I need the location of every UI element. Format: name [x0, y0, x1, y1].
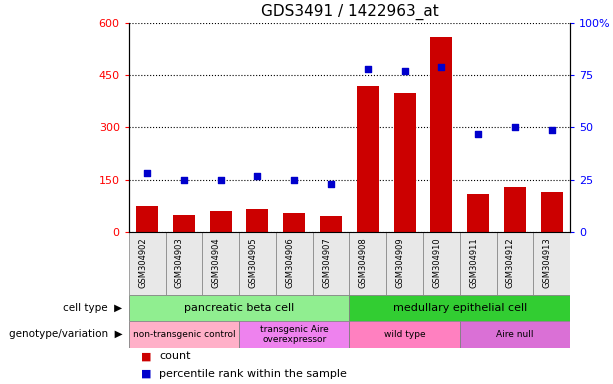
Bar	[357, 86, 379, 232]
Bar	[136, 206, 158, 232]
Text: Aire null: Aire null	[496, 330, 534, 339]
Bar	[497, 232, 533, 295]
Bar	[460, 232, 497, 295]
Text: GSM304907: GSM304907	[322, 237, 331, 288]
Text: GSM304909: GSM304909	[395, 237, 405, 288]
Point	[142, 170, 152, 177]
Text: GSM304904: GSM304904	[211, 237, 221, 288]
Bar	[129, 295, 349, 321]
Text: genotype/variation  ▶: genotype/variation ▶	[9, 329, 123, 339]
Text: GSM304905: GSM304905	[248, 237, 257, 288]
Bar	[210, 211, 232, 232]
Bar	[239, 232, 276, 295]
Point	[436, 64, 446, 70]
Text: count: count	[159, 351, 191, 361]
Text: pancreatic beta cell: pancreatic beta cell	[184, 303, 294, 313]
Bar	[239, 321, 349, 348]
Bar	[202, 232, 239, 295]
Bar	[460, 321, 570, 348]
Point	[400, 68, 409, 74]
Text: GSM304902: GSM304902	[138, 237, 147, 288]
Bar	[423, 232, 460, 295]
Text: ■: ■	[141, 369, 151, 379]
Text: GSM304906: GSM304906	[285, 237, 294, 288]
Text: ■: ■	[141, 351, 151, 361]
Text: percentile rank within the sample: percentile rank within the sample	[159, 369, 347, 379]
Bar	[541, 192, 563, 232]
Text: non-transgenic control: non-transgenic control	[132, 330, 235, 339]
Bar	[394, 93, 416, 232]
Title: GDS3491 / 1422963_at: GDS3491 / 1422963_at	[261, 4, 438, 20]
Text: GSM304913: GSM304913	[543, 237, 552, 288]
Text: GSM304911: GSM304911	[469, 237, 478, 288]
Text: GSM304910: GSM304910	[432, 237, 441, 288]
Bar	[320, 216, 342, 232]
Bar	[349, 321, 460, 348]
Bar	[313, 232, 349, 295]
Bar	[349, 295, 570, 321]
Bar	[129, 232, 166, 295]
Point	[326, 181, 336, 187]
Text: transgenic Aire
overexpressor: transgenic Aire overexpressor	[260, 325, 329, 344]
Bar	[386, 232, 423, 295]
Point	[547, 126, 557, 132]
Text: GSM304903: GSM304903	[175, 237, 184, 288]
Point	[363, 66, 373, 72]
Text: GSM304912: GSM304912	[506, 237, 515, 288]
Point	[253, 172, 262, 179]
Bar	[430, 37, 452, 232]
Bar	[349, 232, 386, 295]
Bar	[276, 232, 313, 295]
Text: medullary epithelial cell: medullary epithelial cell	[392, 303, 527, 313]
Point	[216, 177, 226, 183]
Text: GSM304908: GSM304908	[359, 237, 368, 288]
Bar	[173, 215, 195, 232]
Point	[179, 177, 189, 183]
Point	[289, 177, 299, 183]
Bar	[533, 232, 570, 295]
Text: cell type  ▶: cell type ▶	[64, 303, 123, 313]
Bar	[246, 209, 268, 232]
Bar	[504, 187, 526, 232]
Point	[510, 124, 520, 131]
Bar	[283, 213, 305, 232]
Point	[473, 131, 483, 137]
Bar	[166, 232, 202, 295]
Bar	[129, 321, 239, 348]
Text: wild type: wild type	[384, 330, 425, 339]
Bar	[467, 194, 489, 232]
